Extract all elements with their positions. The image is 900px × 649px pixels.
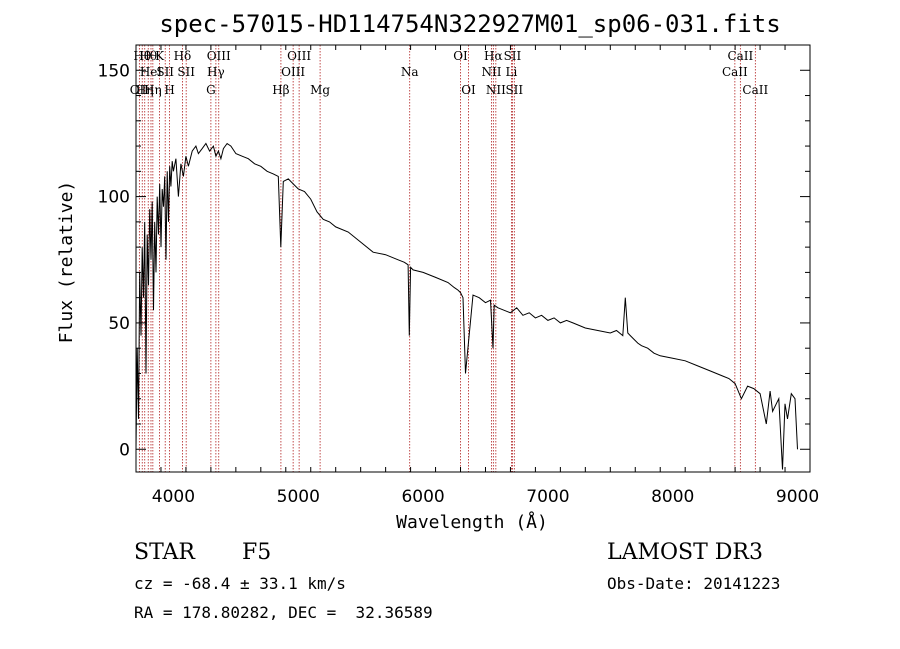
line-marker-label: Hα xyxy=(484,49,503,63)
line-marker-label: OIII xyxy=(281,65,305,79)
x-axis-label: Wavelength (Å) xyxy=(396,511,548,533)
line-marker-label: Li xyxy=(506,65,518,79)
chart-title: spec-57015-HD114754N322927M01_sp06-031.f… xyxy=(159,10,780,38)
line-marker-label: OI xyxy=(453,49,468,63)
y-tick-label: 50 xyxy=(108,314,130,334)
y-tick-label: 150 xyxy=(98,61,130,81)
line-marker-label: OI xyxy=(461,83,476,97)
line-marker-label: SII xyxy=(177,65,195,79)
line-marker-label: NII xyxy=(481,65,501,79)
line-marker-label: G xyxy=(206,83,216,97)
line-marker-label: HeI xyxy=(140,65,163,79)
line-marker-label: CaII xyxy=(727,49,753,63)
line-marker-label: Mg xyxy=(310,83,330,97)
y-axis: 0 50 100 150 xyxy=(98,44,810,460)
line-marker-label: Hθ xyxy=(139,49,157,63)
coordinates: RA = 178.80282, DEC = 32.36589 xyxy=(134,603,433,622)
line-marker-label: NII xyxy=(486,83,506,97)
line-marker-label: CaII xyxy=(742,83,768,97)
line-marker-label: SII xyxy=(505,83,523,97)
line-markers xyxy=(138,45,756,472)
line-marker-label: Hη xyxy=(144,83,162,97)
line-marker-label: H xyxy=(164,83,174,97)
spectrum-line xyxy=(135,142,798,470)
plot-frame xyxy=(135,44,811,473)
line-marker-label: SII xyxy=(156,65,174,79)
object-class: STAR xyxy=(134,540,195,565)
line-marker-label: K xyxy=(155,49,165,63)
x-tick-label: 4000 xyxy=(152,487,195,507)
x-tick-label: 7000 xyxy=(526,487,569,507)
line-marker-label: Hγ xyxy=(207,65,225,79)
y-axis-label: Flux (relative) xyxy=(56,181,77,344)
line-marker-label: Na xyxy=(401,65,419,79)
line-marker-label: Hη xyxy=(136,83,154,97)
x-tick-label: 9000 xyxy=(776,487,819,507)
line-marker-label: CaII xyxy=(722,65,748,79)
y-tick-label: 0 xyxy=(119,440,130,460)
line-marker-label: SII xyxy=(504,49,522,63)
line-marker-label: Hθ xyxy=(133,49,151,63)
y-tick-label: 100 xyxy=(98,188,130,208)
obs-date: Obs-Date: 20141223 xyxy=(607,574,781,593)
x-tick-label: 8000 xyxy=(651,487,694,507)
x-tick-label: 5000 xyxy=(277,487,320,507)
line-marker-label: Hβ xyxy=(272,83,289,97)
redshift-text: cz = -68.4 ± 33.1 km/s xyxy=(134,574,346,593)
line-marker-label: Hδ xyxy=(174,49,192,63)
line-marker-label: OIII xyxy=(207,49,231,63)
line-marker-label: OIII xyxy=(287,49,311,63)
survey-name: LAMOST DR3 xyxy=(607,540,763,565)
line-marker-label: OII xyxy=(130,83,150,97)
line-marker-labels: OIIHθHηHθHeIHηKSIIHHδSIIGHγOIIIHβOIIIOII… xyxy=(130,49,769,97)
subclass: F5 xyxy=(242,540,272,565)
x-tick-label: 6000 xyxy=(401,487,444,507)
x-axis: 4000 5000 6000 7000 8000 9000 xyxy=(152,45,819,507)
